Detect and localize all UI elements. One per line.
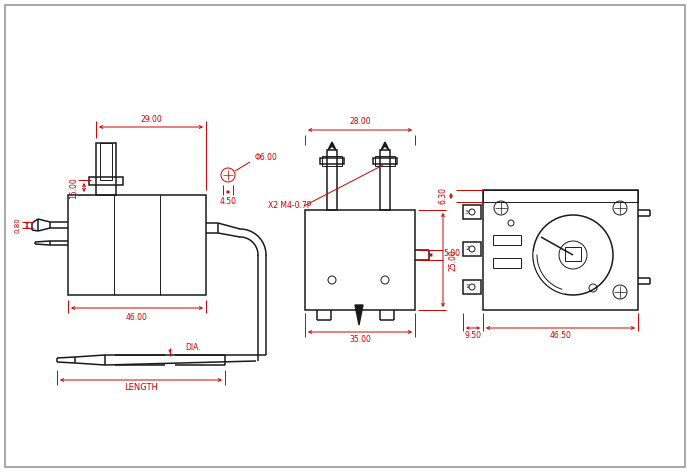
- Text: 15.00: 15.00: [70, 177, 79, 199]
- Bar: [96, 143, 116, 195]
- Text: 9.50: 9.50: [464, 331, 482, 340]
- Bar: [463, 242, 481, 256]
- Text: 4.50: 4.50: [219, 196, 237, 205]
- Text: LENGTH: LENGTH: [124, 383, 158, 393]
- Polygon shape: [355, 305, 363, 325]
- Bar: [375, 156, 395, 166]
- Bar: [565, 247, 581, 261]
- Bar: [89, 177, 123, 185]
- Polygon shape: [328, 142, 336, 150]
- Text: 1: 1: [465, 285, 469, 289]
- Bar: [493, 258, 521, 268]
- Text: 5.00: 5.00: [443, 250, 460, 259]
- Text: X2 M4-0.7P: X2 M4-0.7P: [268, 201, 311, 210]
- Bar: [322, 156, 342, 166]
- Bar: [373, 158, 397, 164]
- Bar: [327, 150, 337, 210]
- Text: 0.80: 0.80: [14, 217, 20, 233]
- Text: 6.30: 6.30: [439, 187, 448, 204]
- Text: 29.00: 29.00: [140, 115, 162, 124]
- Bar: [483, 190, 638, 310]
- Text: 2: 2: [465, 246, 469, 252]
- Text: 25.00: 25.00: [448, 249, 457, 271]
- Bar: [100, 143, 112, 180]
- Polygon shape: [381, 142, 389, 150]
- Bar: [493, 235, 521, 245]
- Text: 46.00: 46.00: [126, 312, 148, 321]
- Text: 28.00: 28.00: [349, 118, 371, 126]
- Bar: [380, 150, 390, 210]
- Bar: [483, 190, 638, 202]
- Bar: [463, 280, 481, 294]
- Bar: [463, 205, 481, 219]
- Bar: [320, 158, 344, 164]
- Text: Φ6.00: Φ6.00: [255, 153, 278, 162]
- Text: 3: 3: [465, 210, 469, 214]
- Bar: [305, 210, 415, 310]
- Bar: [68, 195, 206, 295]
- Text: DIA.: DIA.: [185, 343, 201, 352]
- Text: 46.50: 46.50: [549, 331, 571, 340]
- Text: 35.00: 35.00: [349, 336, 371, 345]
